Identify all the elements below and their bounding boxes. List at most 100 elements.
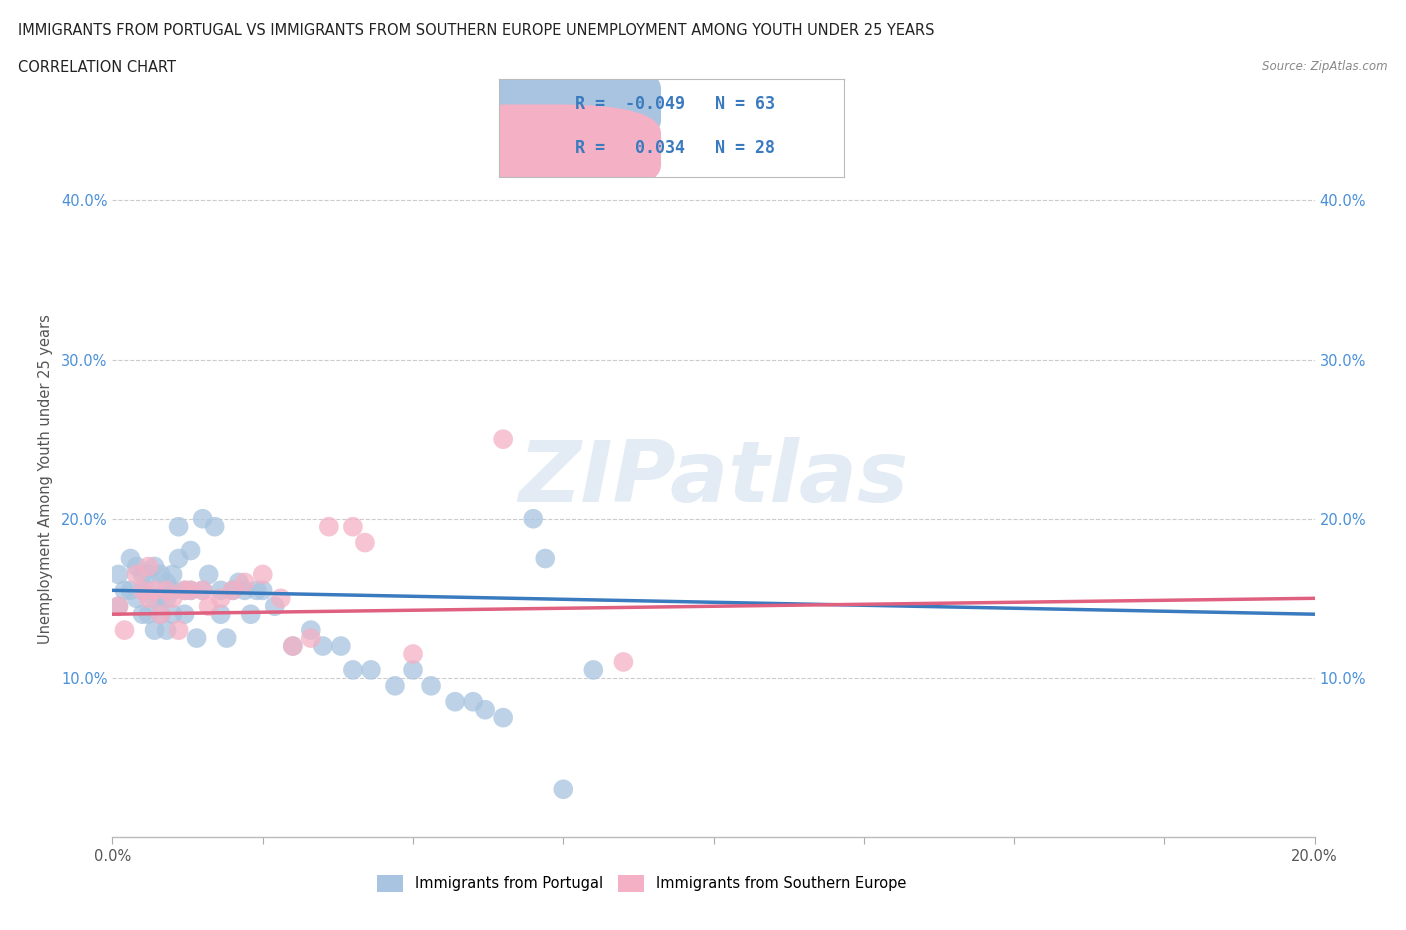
Point xyxy=(143,583,166,598)
Point xyxy=(173,606,195,621)
Point xyxy=(155,583,177,598)
Point xyxy=(167,519,190,534)
Point xyxy=(138,591,160,605)
Point xyxy=(444,695,467,710)
Point xyxy=(162,567,184,582)
Point xyxy=(420,678,443,693)
Point xyxy=(155,623,177,638)
Point xyxy=(582,662,605,677)
Point xyxy=(360,662,382,677)
Point xyxy=(180,543,202,558)
Point xyxy=(167,623,190,638)
Point xyxy=(120,583,142,598)
Text: R =   0.034   N = 28: R = 0.034 N = 28 xyxy=(575,140,775,157)
Text: Source: ZipAtlas.com: Source: ZipAtlas.com xyxy=(1263,60,1388,73)
Point xyxy=(149,606,172,621)
Point xyxy=(197,599,219,614)
Point xyxy=(384,678,406,693)
Point xyxy=(149,591,172,605)
Point xyxy=(167,551,190,566)
Point xyxy=(107,599,129,614)
Point xyxy=(155,575,177,590)
Text: IMMIGRANTS FROM PORTUGAL VS IMMIGRANTS FROM SOUTHERN EUROPE UNEMPLOYMENT AMONG Y: IMMIGRANTS FROM PORTUGAL VS IMMIGRANTS F… xyxy=(18,23,935,38)
Point xyxy=(162,591,184,605)
Point xyxy=(131,583,153,598)
Point xyxy=(138,567,160,582)
Point xyxy=(233,575,256,590)
FancyBboxPatch shape xyxy=(409,104,661,194)
Point xyxy=(329,639,352,654)
Point xyxy=(162,606,184,621)
Point xyxy=(186,631,208,645)
Point xyxy=(209,606,232,621)
Point xyxy=(215,631,238,645)
Point xyxy=(612,655,634,670)
Point xyxy=(180,583,202,598)
Point xyxy=(191,583,214,598)
Point xyxy=(155,591,177,605)
Point xyxy=(209,591,232,605)
Point xyxy=(131,606,153,621)
Point xyxy=(342,662,364,677)
Point xyxy=(138,606,160,621)
Point xyxy=(114,583,136,598)
Point xyxy=(143,591,166,605)
Point xyxy=(492,711,515,725)
Point xyxy=(138,583,160,598)
Point xyxy=(281,639,304,654)
Y-axis label: Unemployment Among Youth under 25 years: Unemployment Among Youth under 25 years xyxy=(38,314,52,644)
Point xyxy=(492,432,515,446)
Point xyxy=(239,606,262,621)
Point xyxy=(402,646,425,661)
Point xyxy=(252,583,274,598)
Point xyxy=(312,639,335,654)
Point xyxy=(222,583,245,598)
Point xyxy=(114,623,136,638)
Point xyxy=(534,551,557,566)
Point xyxy=(125,591,148,605)
Point xyxy=(228,575,250,590)
Point xyxy=(131,567,153,582)
Point xyxy=(173,583,195,598)
Point xyxy=(522,512,544,526)
Point xyxy=(299,631,322,645)
Point xyxy=(461,695,484,710)
Point xyxy=(138,559,160,574)
Point xyxy=(162,583,184,598)
Text: R =  -0.049   N = 63: R = -0.049 N = 63 xyxy=(575,96,775,113)
Point xyxy=(131,583,153,598)
Point xyxy=(197,567,219,582)
Text: CORRELATION CHART: CORRELATION CHART xyxy=(18,60,176,75)
Point xyxy=(270,591,292,605)
Point xyxy=(120,551,142,566)
Point xyxy=(474,702,496,717)
Point xyxy=(143,623,166,638)
Point xyxy=(222,583,245,598)
Point xyxy=(553,782,575,797)
Point xyxy=(173,583,195,598)
Point xyxy=(107,567,129,582)
Point xyxy=(342,519,364,534)
Point xyxy=(143,559,166,574)
FancyBboxPatch shape xyxy=(409,60,661,150)
Point xyxy=(125,559,148,574)
Point xyxy=(402,662,425,677)
Point xyxy=(233,583,256,598)
Point xyxy=(149,567,172,582)
Point xyxy=(354,535,377,550)
Point xyxy=(125,567,148,582)
Point xyxy=(281,639,304,654)
Point xyxy=(204,519,226,534)
Point xyxy=(180,583,202,598)
Point xyxy=(252,567,274,582)
Point xyxy=(149,606,172,621)
Point xyxy=(107,599,129,614)
Point xyxy=(318,519,340,534)
Point xyxy=(263,599,285,614)
Point xyxy=(191,583,214,598)
Point xyxy=(299,623,322,638)
Legend: Immigrants from Portugal, Immigrants from Southern Europe: Immigrants from Portugal, Immigrants fro… xyxy=(371,870,911,897)
Point xyxy=(191,512,214,526)
Point xyxy=(246,583,269,598)
Point xyxy=(209,583,232,598)
